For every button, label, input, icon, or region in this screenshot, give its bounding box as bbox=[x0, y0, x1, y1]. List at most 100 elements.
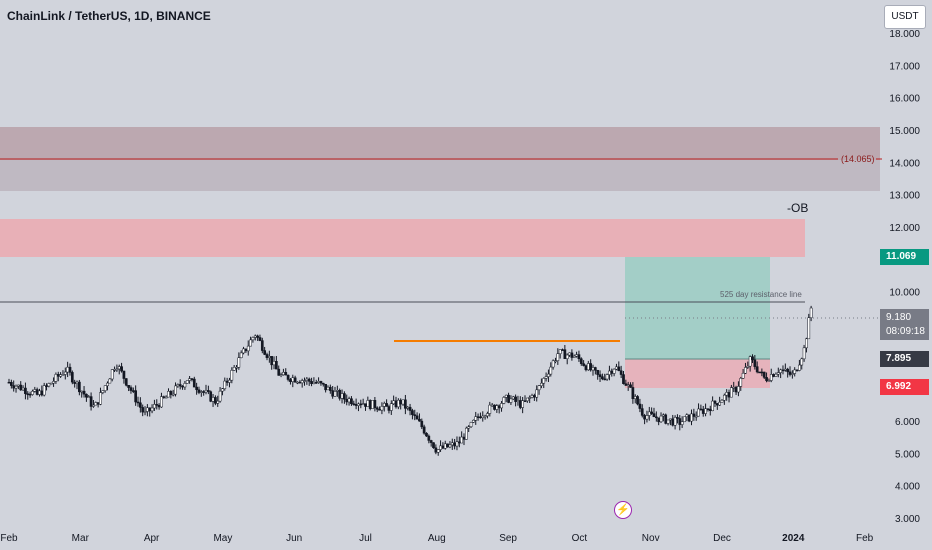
candle-body bbox=[380, 406, 384, 411]
candle-body bbox=[521, 400, 524, 408]
candle-body bbox=[434, 447, 438, 453]
candle-body bbox=[122, 370, 126, 379]
candle-body bbox=[751, 356, 754, 361]
candle-body bbox=[720, 399, 724, 403]
candle-body bbox=[378, 409, 381, 411]
candle-body bbox=[725, 392, 729, 396]
candle-body bbox=[718, 402, 722, 406]
candle-body bbox=[577, 354, 581, 359]
candle-body bbox=[767, 380, 771, 382]
candle-body bbox=[809, 307, 813, 318]
candle-body bbox=[17, 384, 20, 387]
candle-body bbox=[148, 407, 152, 412]
candle-body bbox=[387, 406, 391, 411]
candle-body bbox=[251, 337, 255, 341]
candle-body bbox=[303, 380, 306, 382]
candle-body bbox=[697, 408, 700, 417]
stop-price-tag: 6.992 bbox=[880, 379, 929, 395]
candle-body bbox=[59, 374, 62, 377]
candle-body bbox=[235, 366, 238, 369]
level-label: (14.065) bbox=[841, 154, 875, 164]
candle-body bbox=[249, 339, 252, 347]
candle-body bbox=[549, 366, 553, 375]
candle-body bbox=[129, 387, 133, 391]
candle-body bbox=[289, 379, 292, 382]
candle-body bbox=[575, 354, 578, 357]
candle-body bbox=[683, 416, 686, 423]
candle-body bbox=[467, 426, 471, 429]
candle-body bbox=[253, 335, 257, 338]
candle-body bbox=[453, 442, 456, 447]
candle-body bbox=[225, 380, 229, 383]
x-tick-label: Feb bbox=[0, 533, 18, 544]
candle-body bbox=[448, 444, 452, 448]
candle-body bbox=[319, 381, 323, 384]
candle-body bbox=[275, 361, 278, 370]
candle-body bbox=[490, 404, 494, 407]
x-tick-label: Mar bbox=[72, 533, 90, 544]
candle-body bbox=[63, 371, 67, 375]
candle-body bbox=[228, 379, 231, 383]
y-tick-label: 16.000 bbox=[889, 94, 920, 105]
x-tick-label: Jun bbox=[286, 533, 302, 544]
candle-body bbox=[422, 426, 426, 434]
candle-body bbox=[195, 386, 198, 391]
y-tick-label: 6.000 bbox=[895, 417, 920, 428]
candle-body bbox=[312, 382, 316, 384]
candle-body bbox=[92, 404, 95, 407]
currency-button[interactable]: USDT bbox=[884, 5, 926, 29]
candle-body bbox=[375, 407, 379, 410]
candle-body bbox=[699, 408, 703, 411]
candle-body bbox=[14, 385, 18, 389]
x-tick-label: Feb bbox=[856, 533, 874, 544]
candle-body bbox=[209, 391, 213, 402]
candle-body bbox=[45, 385, 48, 387]
candle-body bbox=[465, 427, 468, 440]
candle-body bbox=[441, 445, 445, 449]
candle-body bbox=[143, 411, 147, 413]
candle-body bbox=[265, 354, 269, 358]
flash-icon[interactable]: ⚡ bbox=[614, 501, 632, 519]
candle-body bbox=[188, 378, 191, 381]
candle-body bbox=[643, 415, 646, 420]
candle-body bbox=[626, 384, 630, 386]
candle-body bbox=[263, 350, 266, 355]
candle-body bbox=[537, 385, 541, 391]
x-axis: Feb Mar Apr May Jun Jul Aug Sep Oct Nov Dec 2024 Feb bbox=[0, 533, 873, 544]
candle-body bbox=[657, 417, 661, 423]
candle-body bbox=[246, 345, 250, 352]
x-tick-label: Dec bbox=[713, 533, 731, 544]
candle-body bbox=[310, 381, 313, 384]
candle-body bbox=[357, 403, 360, 406]
candle-body bbox=[507, 394, 510, 403]
candle-body bbox=[237, 357, 241, 368]
candle-body bbox=[420, 420, 424, 428]
candle-body bbox=[296, 381, 299, 384]
candle-body bbox=[603, 378, 607, 381]
candle-body bbox=[678, 418, 682, 425]
candle-body bbox=[282, 372, 285, 376]
candle-body bbox=[474, 416, 478, 421]
candle-body bbox=[488, 404, 492, 414]
candle-body bbox=[7, 381, 11, 384]
candle-body bbox=[502, 397, 506, 404]
candle-body bbox=[183, 383, 187, 388]
candle-body bbox=[317, 381, 320, 383]
candle-body bbox=[807, 317, 811, 340]
candle-body bbox=[556, 353, 560, 361]
candle-body bbox=[425, 432, 428, 437]
candle-body bbox=[734, 386, 738, 393]
candle-body bbox=[108, 378, 112, 384]
candle-body bbox=[598, 374, 602, 377]
candle-body bbox=[124, 378, 128, 386]
candle-body bbox=[167, 391, 170, 398]
candle-body bbox=[436, 449, 440, 453]
candle-body bbox=[336, 390, 339, 392]
candle-body bbox=[762, 371, 766, 378]
candle-body bbox=[596, 370, 600, 375]
candle-body bbox=[622, 374, 625, 384]
upper-resistance-zone-lower bbox=[0, 160, 880, 191]
candle-body bbox=[314, 382, 318, 384]
candle-body bbox=[415, 415, 419, 420]
